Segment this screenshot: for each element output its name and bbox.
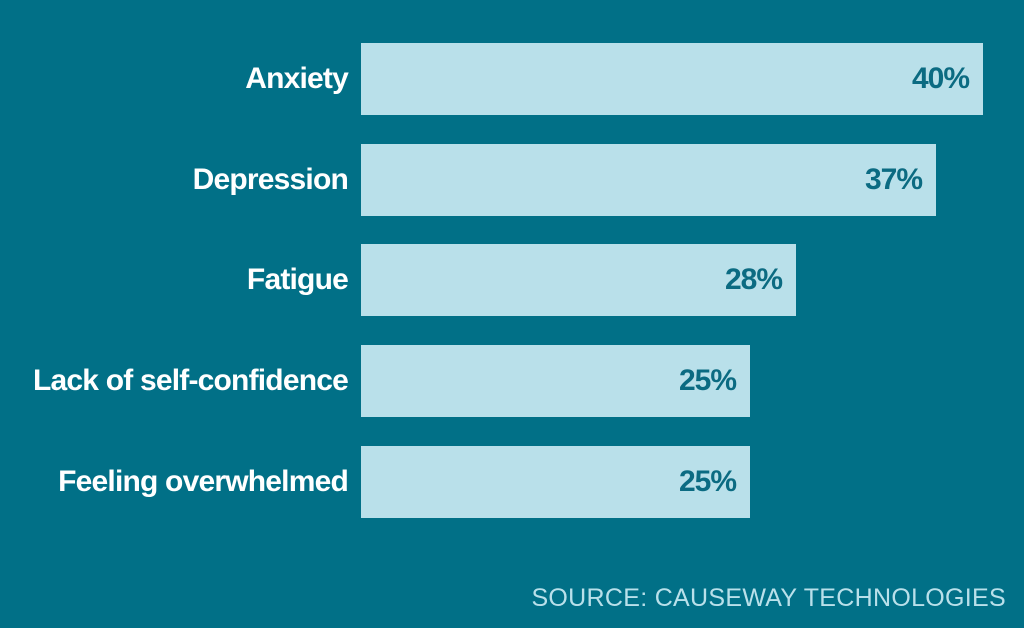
value-label: 28% (724, 263, 783, 296)
value-label: 25% (678, 364, 737, 397)
bar (361, 446, 750, 518)
category-label: Lack of self-confidence (32, 364, 349, 397)
value-label: 40% (911, 62, 970, 95)
bar (361, 144, 936, 216)
bar (361, 244, 796, 316)
category-label: Anxiety (245, 62, 349, 95)
category-label: Depression (192, 163, 349, 196)
source-note: SOURCE: CAUSEWAY TECHNOLOGIES (531, 584, 1006, 612)
value-label: 37% (864, 163, 923, 196)
category-label: Feeling overwhelmed (58, 465, 349, 498)
value-label: 25% (678, 465, 737, 498)
bar (361, 43, 983, 115)
category-label: Fatigue (246, 263, 349, 296)
bar (361, 345, 750, 417)
